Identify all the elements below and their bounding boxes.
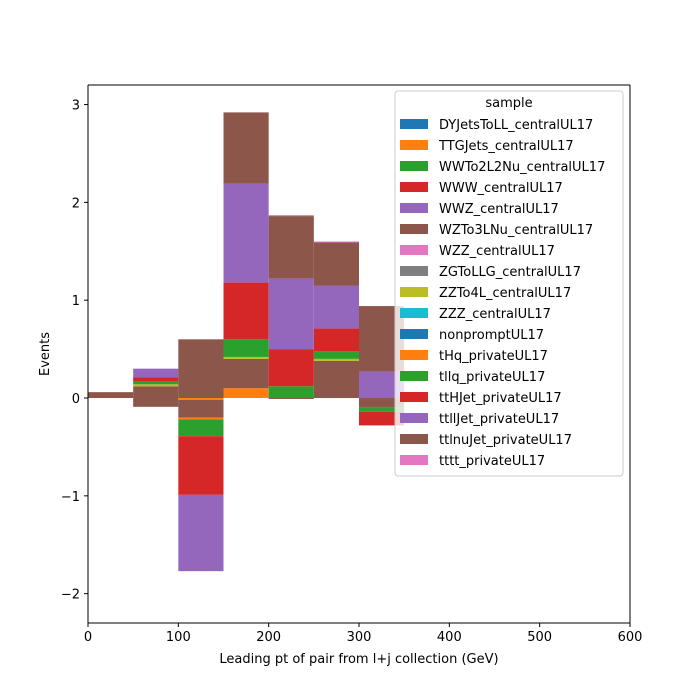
legend-swatch	[400, 245, 428, 255]
bar-segment-ttlnuJet_privateUL17-bin-2	[178, 339, 224, 399]
bars-layer	[88, 112, 405, 572]
bar-segment-ttllJet_privateUL17-bin-1	[133, 368, 179, 378]
x-ticks: 0 100 200 300 400 500 600	[84, 623, 643, 645]
legend: sample DYJetsToLL_centralUL17 TTGJets_cen…	[394, 90, 624, 477]
y-axis-label: Events	[38, 332, 53, 376]
bar-segment-ttlnuJet_privateUL17-bin-0	[88, 392, 134, 399]
bar-segment-tllq_privateUL17-bin-2	[178, 419, 224, 437]
bar-segment-WZTo3LNu_centralUL17-bin-1	[133, 386, 179, 399]
legend-label: ttlnuJet_privateUL17	[439, 433, 572, 448]
bar-segment-ttHJet_privateUL17-bin-3	[223, 282, 269, 340]
y-tick-label: 0	[72, 392, 80, 407]
bar-segment-ttllJet_privateUL17-bin-2	[178, 494, 224, 572]
legend-label: WZZ_centralUL17	[439, 244, 555, 259]
y-tick-label: 3	[72, 99, 80, 114]
legend-swatch	[400, 203, 428, 213]
legend-swatch	[400, 392, 428, 402]
legend-title: sample	[485, 96, 532, 111]
bar-segment-tttt_privateUL17-bin-4	[268, 215, 314, 217]
legend-label: ttHJet_privateUL17	[439, 391, 562, 406]
x-tick-label: 100	[166, 630, 191, 645]
legend-swatch	[400, 119, 428, 129]
bar-segment-ttHJet_privateUL17-bin-2	[178, 436, 224, 495]
legend-label: WZTo3LNu_centralUL17	[439, 223, 593, 238]
legend-label: tHq_privateUL17	[439, 349, 548, 364]
legend-label: ttllJet_privateUL17	[439, 412, 559, 427]
y-tick-label: 1	[72, 294, 80, 309]
legend-swatch	[400, 140, 428, 150]
x-tick-label: 400	[437, 630, 462, 645]
legend-label: WWZ_centralUL17	[439, 202, 559, 217]
legend-label: ZZTo4L_centralUL17	[439, 286, 571, 301]
legend-label: TTGJets_centralUL17	[438, 139, 574, 154]
bar-segment-ttHJet_privateUL17-bin-4	[268, 349, 314, 387]
bar-segment-TTGJets_centralUL17-bin-3	[223, 388, 269, 399]
legend-swatch	[400, 413, 428, 423]
y-tick-label: 2	[72, 196, 80, 211]
legend-label: nonpromptUL17	[439, 328, 544, 343]
bar-segment-ttHJet_privateUL17-bin-1	[133, 377, 179, 382]
x-tick-label: 0	[84, 630, 92, 645]
legend-label: ZGToLLG_centralUL17	[439, 265, 581, 280]
legend-swatch	[400, 224, 428, 234]
legend-swatch	[400, 455, 428, 465]
bar-segment-ttHJet_privateUL17-bin-5	[313, 328, 359, 352]
legend-label: tllq_privateUL17	[439, 370, 545, 385]
x-axis-label: Leading pt of pair from l+j collection (…	[219, 652, 498, 667]
x-tick-label: 500	[527, 630, 552, 645]
bar-segment-ZZTo4L_centralUL17-bin-5	[313, 358, 359, 361]
bar-segment-tllq_privateUL17-bin-4	[268, 386, 314, 399]
bar-segment-WZTo3LNu_centralUL17-bin-2	[178, 399, 224, 418]
legend-swatch	[400, 266, 428, 276]
legend-swatch	[400, 329, 428, 339]
bar-segment-WZTo3LNu_centralUL17-bin-5	[313, 360, 359, 399]
bar-segment-ttlnuJet_privateUL17-bin-4	[268, 216, 314, 279]
y-tick-label: −1	[61, 490, 80, 505]
legend-items: DYJetsToLL_centralUL17 TTGJets_centralUL1…	[400, 118, 605, 469]
bar-segment-tHq_privateUL17-bin-2	[178, 417, 224, 420]
legend-label: tttt_privateUL17	[439, 454, 545, 469]
legend-swatch	[400, 371, 428, 381]
bar-segment-ttHJet_privateUL17-bin-6	[359, 411, 405, 426]
legend-label: WWW_centralUL17	[439, 181, 563, 196]
bar-segment-tllq_privateUL17-bin-6	[359, 407, 405, 412]
legend-swatch	[400, 308, 428, 318]
x-tick-label: 300	[347, 630, 372, 645]
legend-label: ZZZ_centralUL17	[439, 307, 551, 322]
bar-segment-ttllJet_privateUL17-bin-5	[313, 285, 359, 329]
x-tick-label: 200	[256, 630, 281, 645]
legend-label: DYJetsToLL_centralUL17	[439, 118, 593, 133]
bar-segment-tllq_privateUL17-bin-5	[313, 351, 359, 359]
bar-segment-tttt_privateUL17-bin-5	[313, 241, 359, 243]
y-tick-label: −2	[61, 588, 80, 603]
bar-segment-tllq_privateUL17-bin-1	[133, 381, 179, 385]
legend-swatch	[400, 161, 428, 171]
bar-segment-ttlnuJet_privateUL17-bin-3	[223, 112, 269, 184]
bar-segment-ttlnuJet_privateUL17-bin-5	[313, 242, 359, 286]
legend-swatch	[400, 434, 428, 444]
legend-swatch	[400, 182, 428, 192]
bar-segment-ZZTo4L_centralUL17-bin-1	[133, 384, 179, 387]
legend-label: WWTo2L2Nu_centralUL17	[439, 160, 605, 175]
bar-segment-ttllJet_privateUL17-bin-4	[268, 278, 314, 350]
bar-segment-WZTo3LNu_centralUL17-bin-6	[359, 398, 405, 408]
bar-segment-ttllJet_privateUL17-bin-3	[223, 183, 269, 283]
bar-segment-ttlnuJet_privateUL17-bin-1	[133, 398, 179, 407]
x-tick-label: 600	[618, 630, 643, 645]
bar-segment-tllq_privateUL17-bin-3	[223, 339, 269, 357]
bar-segment-TTGJets_centralUL17-bin-2	[178, 398, 224, 400]
legend-swatch	[400, 350, 428, 360]
bar-segment-ZZTo4L_centralUL17-bin-3	[223, 356, 269, 359]
legend-box	[394, 90, 624, 477]
y-ticks: −2 −1 0 1 2 3	[61, 99, 88, 603]
bar-segment-WZTo3LNu_centralUL17-bin-4	[268, 398, 314, 399]
legend-swatch	[400, 287, 428, 297]
bar-segment-WZTo3LNu_centralUL17-bin-3	[223, 358, 269, 389]
